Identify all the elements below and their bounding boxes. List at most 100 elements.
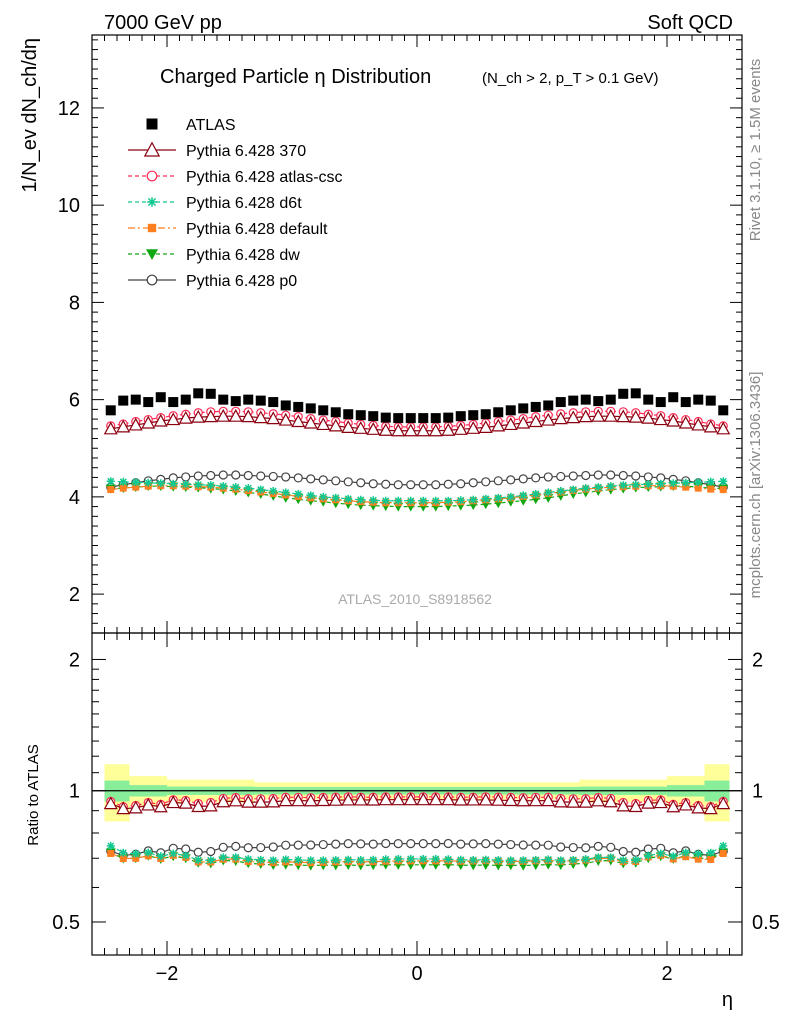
ratio-point-pythia-6-428-370 xyxy=(178,795,193,809)
point-pythia-6-428-p0 xyxy=(493,476,503,486)
ratio-point-pythia-6-428-p0 xyxy=(281,840,291,850)
point-pythia-6-428-370 xyxy=(628,409,643,423)
point-pythia-6-428-p0 xyxy=(606,470,616,480)
point-pythia-6-428-p0 xyxy=(331,476,341,486)
point-pythia-6-428-370 xyxy=(128,417,143,431)
point-pythia-6-428-370 xyxy=(716,421,731,435)
ratio-point-pythia-6-428-370 xyxy=(128,800,143,814)
ratio-point-pythia-6-428-370 xyxy=(503,793,518,807)
point-pythia-6-428-370 xyxy=(453,422,468,435)
ratio-point-pythia-6-428-default xyxy=(107,849,115,857)
legend-marker-pythia-6-428-default xyxy=(147,223,157,233)
point-pythia-6-428-370 xyxy=(616,409,631,423)
point-pythia-6-428-d6t xyxy=(206,481,215,490)
point-atlas xyxy=(580,394,591,405)
point-atlas xyxy=(205,388,216,399)
point-pythia-6-428-d6t xyxy=(581,484,590,493)
point-pythia-6-428-p0 xyxy=(206,470,216,481)
ratio-point-pythia-6-428-default xyxy=(719,849,727,857)
point-pythia-6-428-370 xyxy=(378,423,393,436)
point-pythia-6-428-370 xyxy=(553,411,568,425)
ratio-point-pythia-6-428-370 xyxy=(278,793,293,807)
x-axis-label: η xyxy=(722,989,733,1011)
point-pythia-6-428-d6t xyxy=(331,493,340,502)
point-pythia-6-428-d6t xyxy=(294,489,303,498)
point-pythia-6-428-d6t xyxy=(406,496,415,505)
point-pythia-6-428-370 xyxy=(166,412,181,426)
point-atlas xyxy=(543,400,554,411)
point-pythia-6-428-d6t xyxy=(306,491,315,500)
ratio-point-pythia-6-428-p0 xyxy=(543,840,553,850)
legend-marker-pythia-6-428-370 xyxy=(143,141,161,157)
series-line-pythia-6-428-dw xyxy=(110,485,724,508)
ratio-point-pythia-6-428-default xyxy=(132,854,140,862)
point-atlas xyxy=(155,392,166,403)
y-tick-label: 10 xyxy=(58,195,80,217)
point-pythia-6-428-d6t xyxy=(469,495,478,504)
ratio-point-pythia-6-428-d6t xyxy=(456,855,465,864)
ratio-point-pythia-6-428-370 xyxy=(341,792,356,806)
point-pythia-6-428-370 xyxy=(541,412,556,426)
point-pythia-6-428-370 xyxy=(278,412,293,426)
ratio-point-pythia-6-428-370 xyxy=(103,796,118,810)
point-atlas xyxy=(230,396,241,407)
point-pythia-6-428-d6t xyxy=(619,481,628,490)
ratio-point-pythia-6-428-p0 xyxy=(418,839,428,849)
point-pythia-6-428-p0 xyxy=(556,471,566,482)
legend: ATLAS Pythia 6.428 370 Pythia 6.428 atlas-… xyxy=(128,117,343,290)
category-label: Soft QCD xyxy=(647,12,733,34)
ratio-point-pythia-6-428-370 xyxy=(391,792,406,806)
chart-title: Charged Particle η Distribution xyxy=(160,66,431,88)
point-pythia-6-428-d6t xyxy=(444,496,453,505)
y-tick-label: 4 xyxy=(69,487,80,509)
point-pythia-6-428-d6t xyxy=(119,477,128,486)
point-atlas xyxy=(430,413,441,424)
point-pythia-6-428-default xyxy=(119,484,127,492)
ratio-point-pythia-6-428-370 xyxy=(553,794,568,808)
point-pythia-6-428-d6t xyxy=(644,480,653,489)
ratio-point-pythia-6-428-d6t xyxy=(244,855,253,864)
ratio-point-pythia-6-428-d6t xyxy=(694,849,703,858)
ratio-point-pythia-6-428-p0 xyxy=(193,847,203,857)
y-tick-label: 8 xyxy=(69,292,80,314)
point-pythia-6-428-d6t xyxy=(319,492,328,501)
ratio-point-pythia-6-428-p0 xyxy=(331,839,341,849)
ratio-point-pythia-6-428-370 xyxy=(353,792,368,806)
ratio-point-pythia-6-428-p0 xyxy=(318,839,328,850)
point-pythia-6-428-d6t xyxy=(631,480,640,489)
point-pythia-6-428-p0 xyxy=(293,473,303,483)
point-pythia-6-428-default xyxy=(682,483,690,491)
ratio-point-pythia-6-428-d6t xyxy=(519,856,528,865)
legend-marker-pythia-6-428-atlas-csc xyxy=(146,170,158,182)
ratio-point-pythia-6-428-p0 xyxy=(443,838,453,849)
rivet-label: Rivet 3.1.10, ≥ 1.5M events xyxy=(747,59,764,242)
point-atlas xyxy=(143,397,154,408)
point-pythia-6-428-370 xyxy=(516,415,531,429)
ratio-point-pythia-6-428-p0 xyxy=(368,839,378,849)
point-atlas xyxy=(718,405,729,416)
point-pythia-6-428-370 xyxy=(566,410,581,424)
ratio-point-pythia-6-428-d6t xyxy=(494,856,503,865)
ratio-point-pythia-6-428-d6t xyxy=(594,853,603,862)
point-pythia-6-428-d6t xyxy=(531,489,540,498)
ratio-point-pythia-6-428-d6t xyxy=(269,856,278,865)
ratio-point-pythia-6-428-370 xyxy=(653,795,668,809)
ratio-point-pythia-6-428-370 xyxy=(428,792,443,806)
point-pythia-6-428-370 xyxy=(228,408,243,422)
ratio-point-pythia-6-428-370 xyxy=(228,793,243,807)
point-atlas xyxy=(118,395,129,406)
point-pythia-6-428-370 xyxy=(478,420,493,433)
ratio-point-pythia-6-428-370 xyxy=(666,799,681,813)
ratio-point-pythia-6-428-p0 xyxy=(393,839,403,849)
ratio-point-pythia-6-428-370 xyxy=(678,797,693,811)
ratio-point-pythia-6-428-d6t xyxy=(531,855,540,864)
point-pythia-6-428-d6t xyxy=(556,487,565,496)
ratio-point-pythia-6-428-p0 xyxy=(456,839,466,849)
ratio-point-pythia-6-428-d6t xyxy=(331,856,340,865)
ratio-point-pythia-6-428-d6t xyxy=(631,856,640,865)
ratio-point-pythia-6-428-p0 xyxy=(468,839,478,849)
ratio-point-pythia-6-428-d6t xyxy=(719,841,728,850)
point-pythia-6-428-p0 xyxy=(193,471,203,481)
point-pythia-6-428-p0 xyxy=(243,470,253,481)
legend-marker-atlas xyxy=(146,118,158,130)
